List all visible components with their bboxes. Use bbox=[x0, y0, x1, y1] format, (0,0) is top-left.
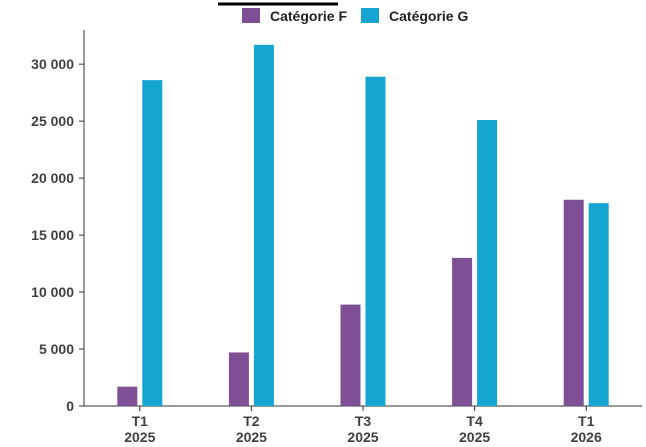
y-tick-label: 5 000 bbox=[39, 341, 74, 357]
x-tick-label: 2025 bbox=[124, 429, 155, 445]
bar-catégorie-f-3 bbox=[452, 257, 473, 406]
x-tick-label: T4 bbox=[466, 413, 483, 429]
x-tick-label: 2026 bbox=[571, 429, 602, 445]
x-tick-label: 2025 bbox=[459, 429, 490, 445]
bar-catégorie-g-2 bbox=[365, 76, 386, 406]
y-tick-label: 30 000 bbox=[31, 56, 74, 72]
y-tick-label: 25 000 bbox=[31, 113, 74, 129]
bar-catégorie-f-2 bbox=[340, 304, 361, 406]
y-tick-label: 20 000 bbox=[31, 170, 74, 186]
bar-catégorie-f-1 bbox=[228, 352, 249, 406]
bar-catégorie-g-1 bbox=[253, 44, 274, 406]
bar-catégorie-g-3 bbox=[477, 120, 498, 407]
bar-catégorie-f-0 bbox=[117, 386, 138, 406]
legend-label: Catégorie F bbox=[270, 8, 347, 24]
bar-catégorie-g-4 bbox=[588, 203, 609, 406]
bar-catégorie-g-0 bbox=[142, 80, 163, 406]
y-tick-label: 0 bbox=[66, 398, 74, 414]
legend-swatch bbox=[242, 8, 260, 23]
x-tick-label: T1 bbox=[578, 413, 595, 429]
x-tick-label: 2025 bbox=[236, 429, 267, 445]
x-tick-label: T2 bbox=[243, 413, 260, 429]
bars bbox=[117, 44, 609, 407]
y-tick-label: 10 000 bbox=[31, 284, 74, 300]
axes bbox=[83, 30, 642, 407]
legend: Catégorie F Catégorie G bbox=[242, 8, 468, 24]
y-axis-ticks: 0 5 000 10 000 15 000 20 000 25 000 30 000 bbox=[31, 56, 84, 414]
legend-swatch bbox=[361, 8, 380, 23]
x-tick-label: T1 bbox=[132, 413, 149, 429]
legend-label: Catégorie G bbox=[389, 8, 468, 24]
bar-catégorie-f-4 bbox=[563, 199, 584, 406]
x-tick-label: 2025 bbox=[347, 429, 378, 445]
y-tick-label: 15 000 bbox=[31, 227, 74, 243]
x-tick-label: T3 bbox=[355, 413, 372, 429]
